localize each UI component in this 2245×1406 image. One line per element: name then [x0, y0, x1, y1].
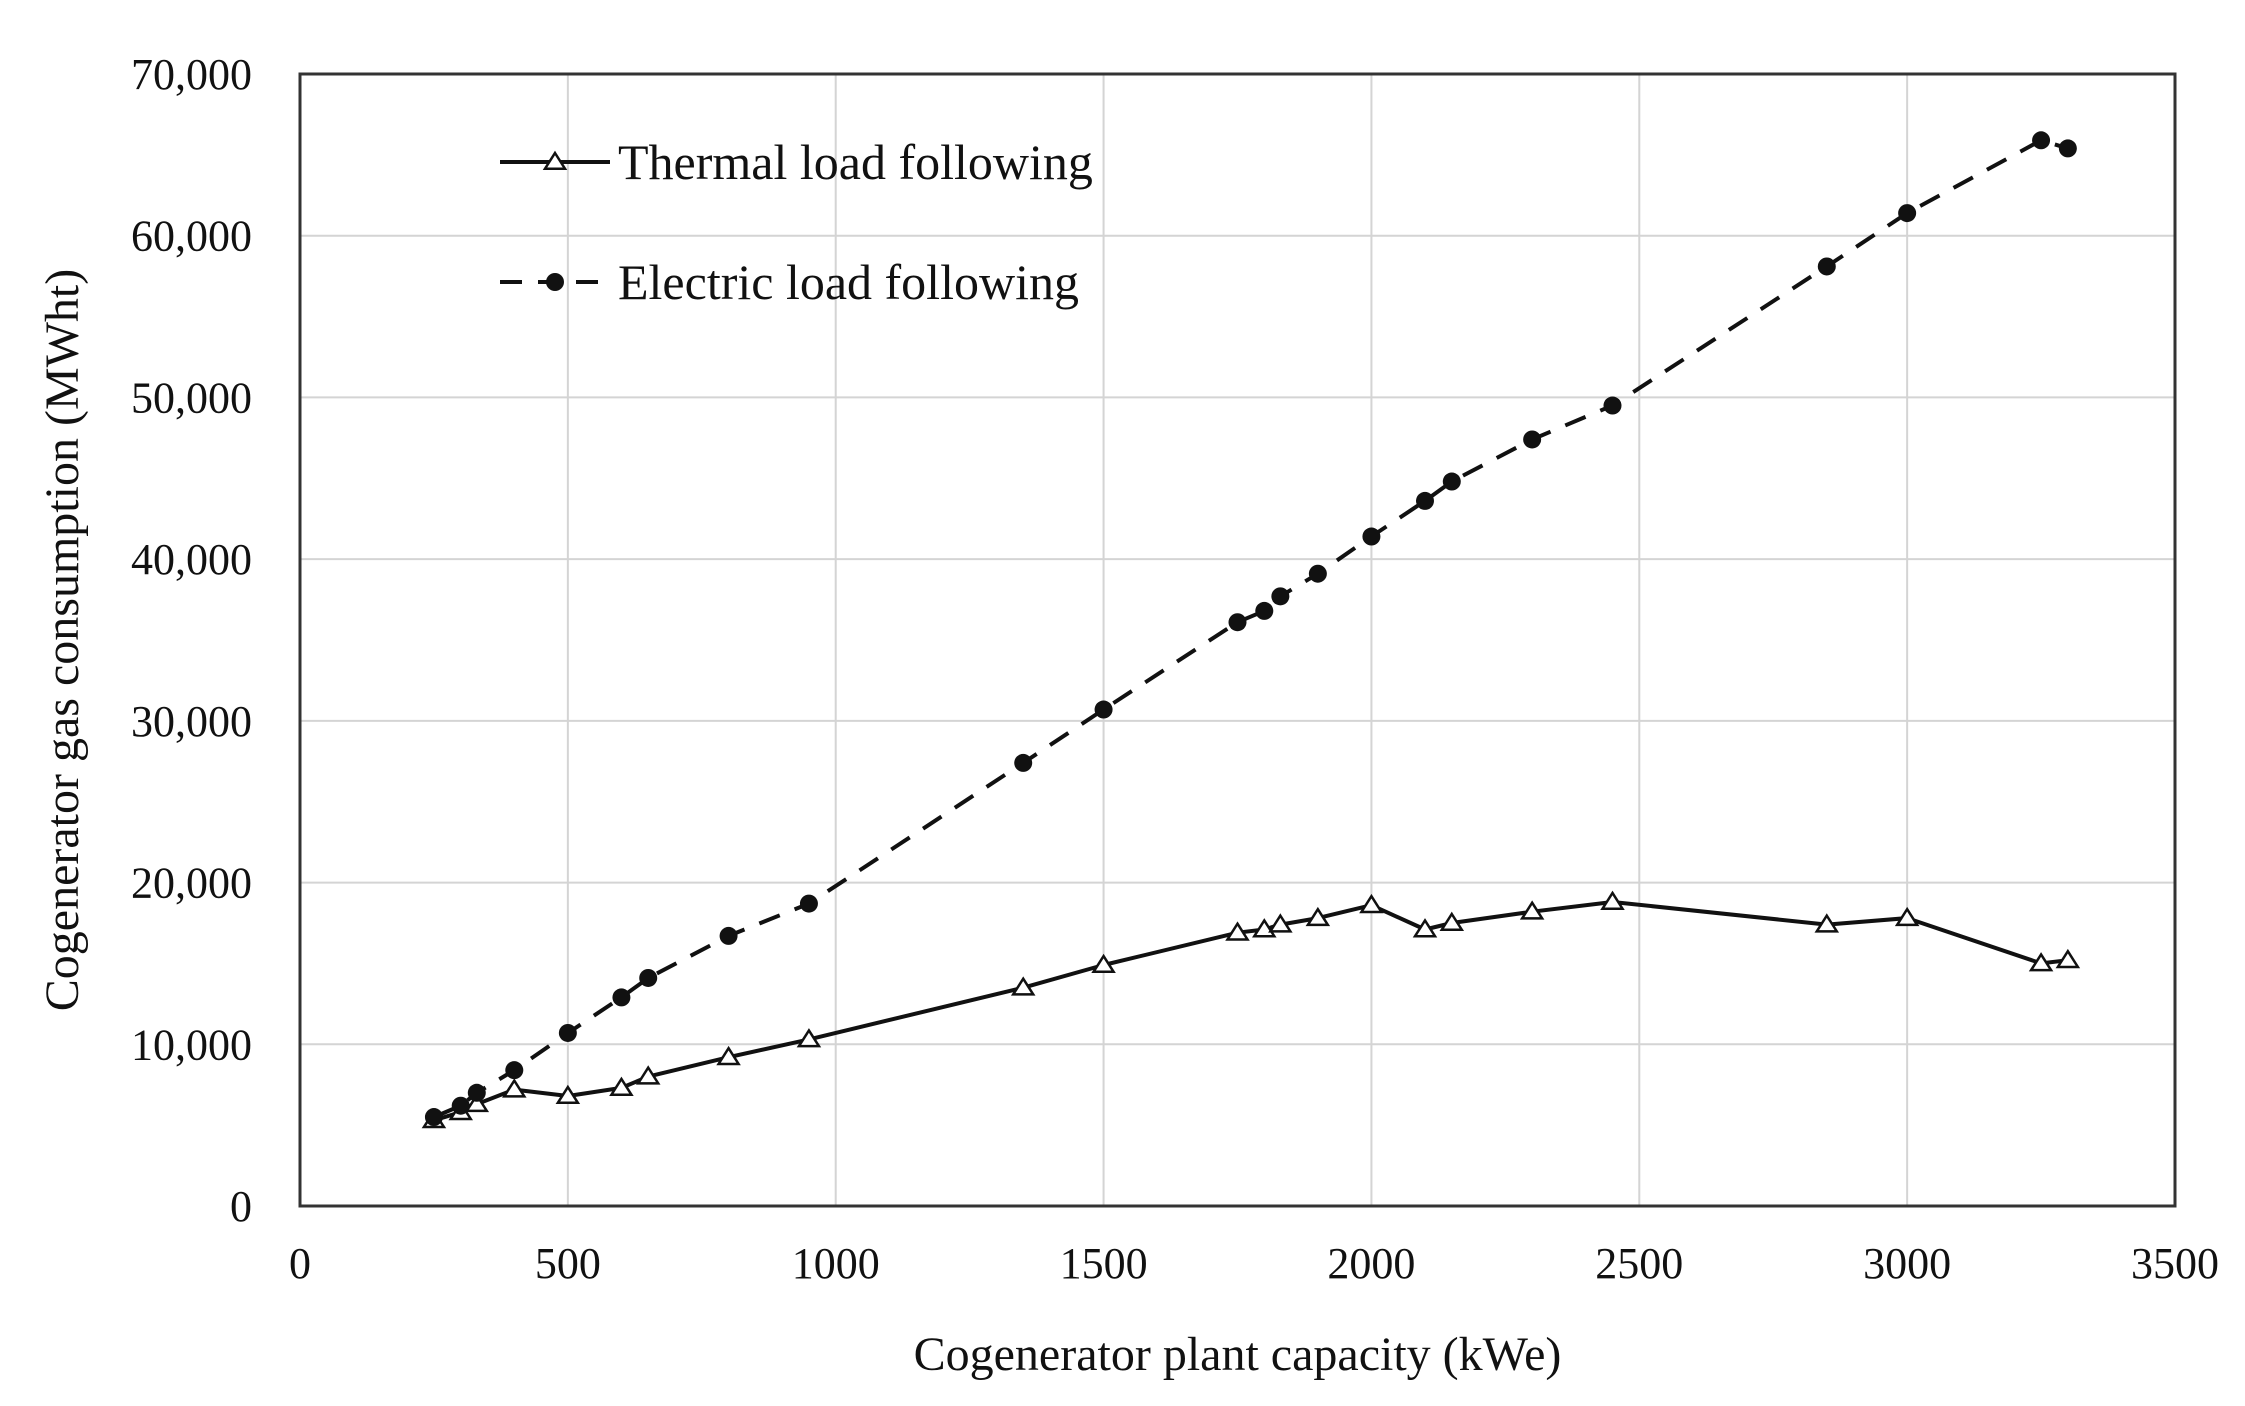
data-point-electric [1255, 601, 1274, 620]
x-tick-label: 3500 [2131, 1239, 2219, 1288]
data-point-thermal [555, 1084, 581, 1105]
data-point-thermal [464, 1092, 490, 1113]
data-point-electric [1898, 204, 1917, 223]
data-point-thermal [2028, 952, 2054, 972]
x-tick-label: 500 [535, 1239, 601, 1288]
data-point-electric [558, 1023, 577, 1042]
grid-lines [300, 74, 2175, 1206]
data-point-electric [1094, 700, 1113, 719]
plot-area-frame [298, 72, 2177, 1208]
data-point-electric [1271, 587, 1290, 606]
y-tick-label: 30,000 [131, 697, 252, 746]
x-tick-label: 1500 [1060, 1239, 1148, 1288]
data-point-thermal [1225, 921, 1250, 941]
data-point-electric [451, 1096, 470, 1115]
legend-label-thermal: Thermal load following [618, 134, 1093, 190]
data-point-electric [799, 894, 818, 913]
x-tick-label: 2000 [1327, 1239, 1415, 1288]
data-point-thermal [502, 1078, 527, 1098]
data-point-thermal [1600, 890, 1625, 910]
series-line-thermal [433, 900, 2069, 1123]
x-tick-label: 2500 [1595, 1239, 1683, 1288]
data-point-electric [505, 1061, 524, 1080]
series-line-electric [433, 138, 2069, 1119]
data-point-electric [1362, 527, 1381, 546]
x-tick-label: 0 [289, 1239, 311, 1288]
data-point-thermal [716, 1045, 741, 1066]
y-axis-title: Cogenerator gas consumption (MWht) [36, 269, 89, 1012]
y-tick-label: 20,000 [131, 859, 252, 908]
legend-label-electric: Electric load following [618, 254, 1079, 310]
x-axis-title: Cogenerator plant capacity (kWe) [914, 1328, 1562, 1381]
legend-marker-electric [546, 273, 564, 291]
x-tick-label: 1000 [792, 1239, 880, 1288]
data-point-electric [1442, 472, 1461, 491]
data-point-electric [1523, 430, 1542, 449]
data-point-electric [2032, 131, 2051, 150]
data-point-electric [467, 1083, 486, 1102]
y-tick-label: 10,000 [131, 1020, 252, 1069]
data-point-thermal [1091, 953, 1116, 974]
data-point-electric [1603, 396, 1622, 415]
data-point-thermal [609, 1076, 634, 1096]
data-point-thermal [1359, 893, 1384, 914]
legend-marker-thermal [542, 150, 568, 170]
legend: Thermal load following Electric load fol… [500, 134, 1093, 310]
y-tick-label: 60,000 [131, 212, 252, 261]
data-point-electric [1308, 564, 1327, 583]
data-point-thermal [1010, 976, 1036, 996]
data-point-electric [424, 1108, 443, 1127]
x-tick-label: 3000 [1863, 1239, 1951, 1288]
data-point-thermal [635, 1065, 661, 1085]
data-point-electric [2058, 139, 2077, 158]
data-point-thermal [1439, 911, 1465, 931]
tick-labels: 0 500 1000 1500 2000 2500 3000 3500 0 10,000 20,00… [131, 50, 2219, 1288]
data-point-electric [719, 926, 738, 945]
data-point-electric [1817, 257, 1836, 276]
data-point-thermal [1519, 900, 1545, 920]
data-point-thermal [1412, 918, 1438, 938]
data-point-electric [612, 988, 631, 1007]
y-tick-label: 40,000 [131, 535, 252, 584]
series-layer [421, 131, 2081, 1129]
data-point-thermal [1305, 906, 1331, 927]
y-tick-label: 70,000 [131, 50, 252, 99]
data-point-electric [1416, 491, 1434, 510]
y-tick-label: 0 [230, 1182, 252, 1231]
data-point-thermal [2055, 948, 2081, 969]
data-point-thermal [1268, 913, 1293, 933]
data-point-thermal [1894, 906, 1920, 927]
data-point-electric [639, 968, 658, 987]
y-tick-label: 50,000 [131, 373, 252, 422]
data-point-thermal [796, 1028, 822, 1048]
data-point-thermal [1814, 913, 1840, 933]
data-point-electric [1014, 753, 1033, 772]
data-point-electric [1228, 613, 1247, 632]
